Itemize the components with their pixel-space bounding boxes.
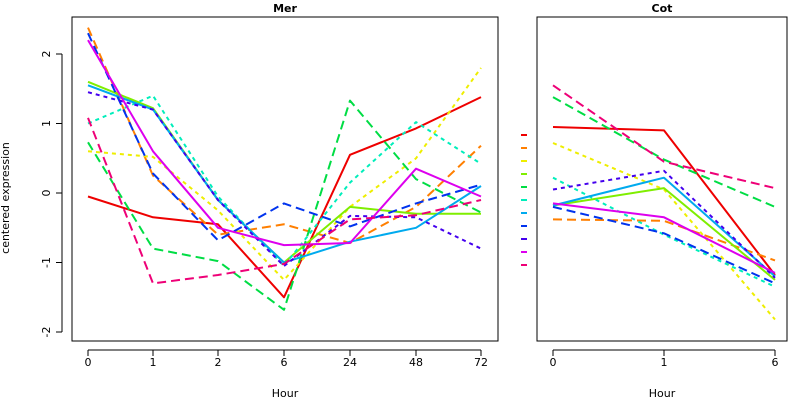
mer-x-axis-title: Hour [272, 387, 299, 400]
cot-series-line-8 [552, 205, 776, 285]
mer-series-line-1 [87, 96, 482, 299]
mer-x-tick-label: 24 [343, 356, 357, 369]
mer-x-tick-label: 48 [409, 356, 423, 369]
mer-series-line-3 [87, 67, 482, 281]
mer-series-line-6 [87, 94, 482, 267]
mer-series-line-10 [87, 39, 482, 247]
mer-x-tick-label: 1 [150, 356, 157, 369]
cot-series-line-10 [552, 202, 776, 274]
cot-series-line-2 [552, 218, 776, 262]
mer-x-tick-label: 72 [474, 356, 488, 369]
mer-x-tick-label: 0 [85, 356, 92, 369]
cot-series-line-4 [552, 187, 776, 281]
cot-x-tick-label: 1 [661, 356, 668, 369]
mer-y-axis: -2 -1 0 1 2 [40, 51, 63, 338]
mer-series-line-5 [87, 99, 482, 311]
y-axis-title: centered expression [0, 142, 12, 254]
panel-mer: Mer 0 1 2 6 24 48 72 -2 -1 0 1 2 Hour centered exp… [0, 2, 499, 400]
y-tick-label: 2 [40, 51, 53, 58]
cot-x-axis-title: Hour [649, 387, 676, 400]
mer-title: Mer [273, 2, 297, 15]
y-tick-label: -2 [40, 327, 53, 338]
cot-title: Cot [652, 2, 673, 15]
cot-x-tick-label: 6 [772, 356, 779, 369]
mer-series-line-8 [87, 32, 482, 242]
mer-x-tick-label: 6 [281, 356, 288, 369]
mer-series-line-9 [87, 91, 482, 267]
cot-legend-marks [521, 134, 527, 266]
cot-series-group [552, 84, 776, 321]
cot-series-line-3 [552, 142, 776, 321]
cot-series-line-11 [552, 84, 776, 190]
mer-series-group [87, 27, 482, 311]
mer-series-line-2 [87, 27, 482, 244]
cot-series-line-1 [552, 126, 776, 276]
y-tick-label: 0 [40, 190, 53, 197]
panel-cot: Cot 0 1 6 Hour [521, 2, 788, 400]
cot-x-axis: 0 1 6 [550, 349, 779, 369]
mer-x-tick-label: 2 [215, 356, 222, 369]
cot-series-line-5 [552, 96, 776, 208]
mer-series-line-7 [87, 84, 482, 264]
mer-plot-frame [71, 16, 499, 342]
cot-x-tick-label: 0 [550, 356, 557, 369]
cot-plot-frame [536, 16, 788, 342]
mer-series-line-11 [87, 117, 482, 285]
cot-series-line-9 [552, 169, 776, 279]
y-tick-label: -1 [40, 257, 53, 268]
mer-x-axis: 0 1 2 6 24 48 72 [85, 349, 488, 369]
y-tick-label: 1 [40, 120, 53, 127]
